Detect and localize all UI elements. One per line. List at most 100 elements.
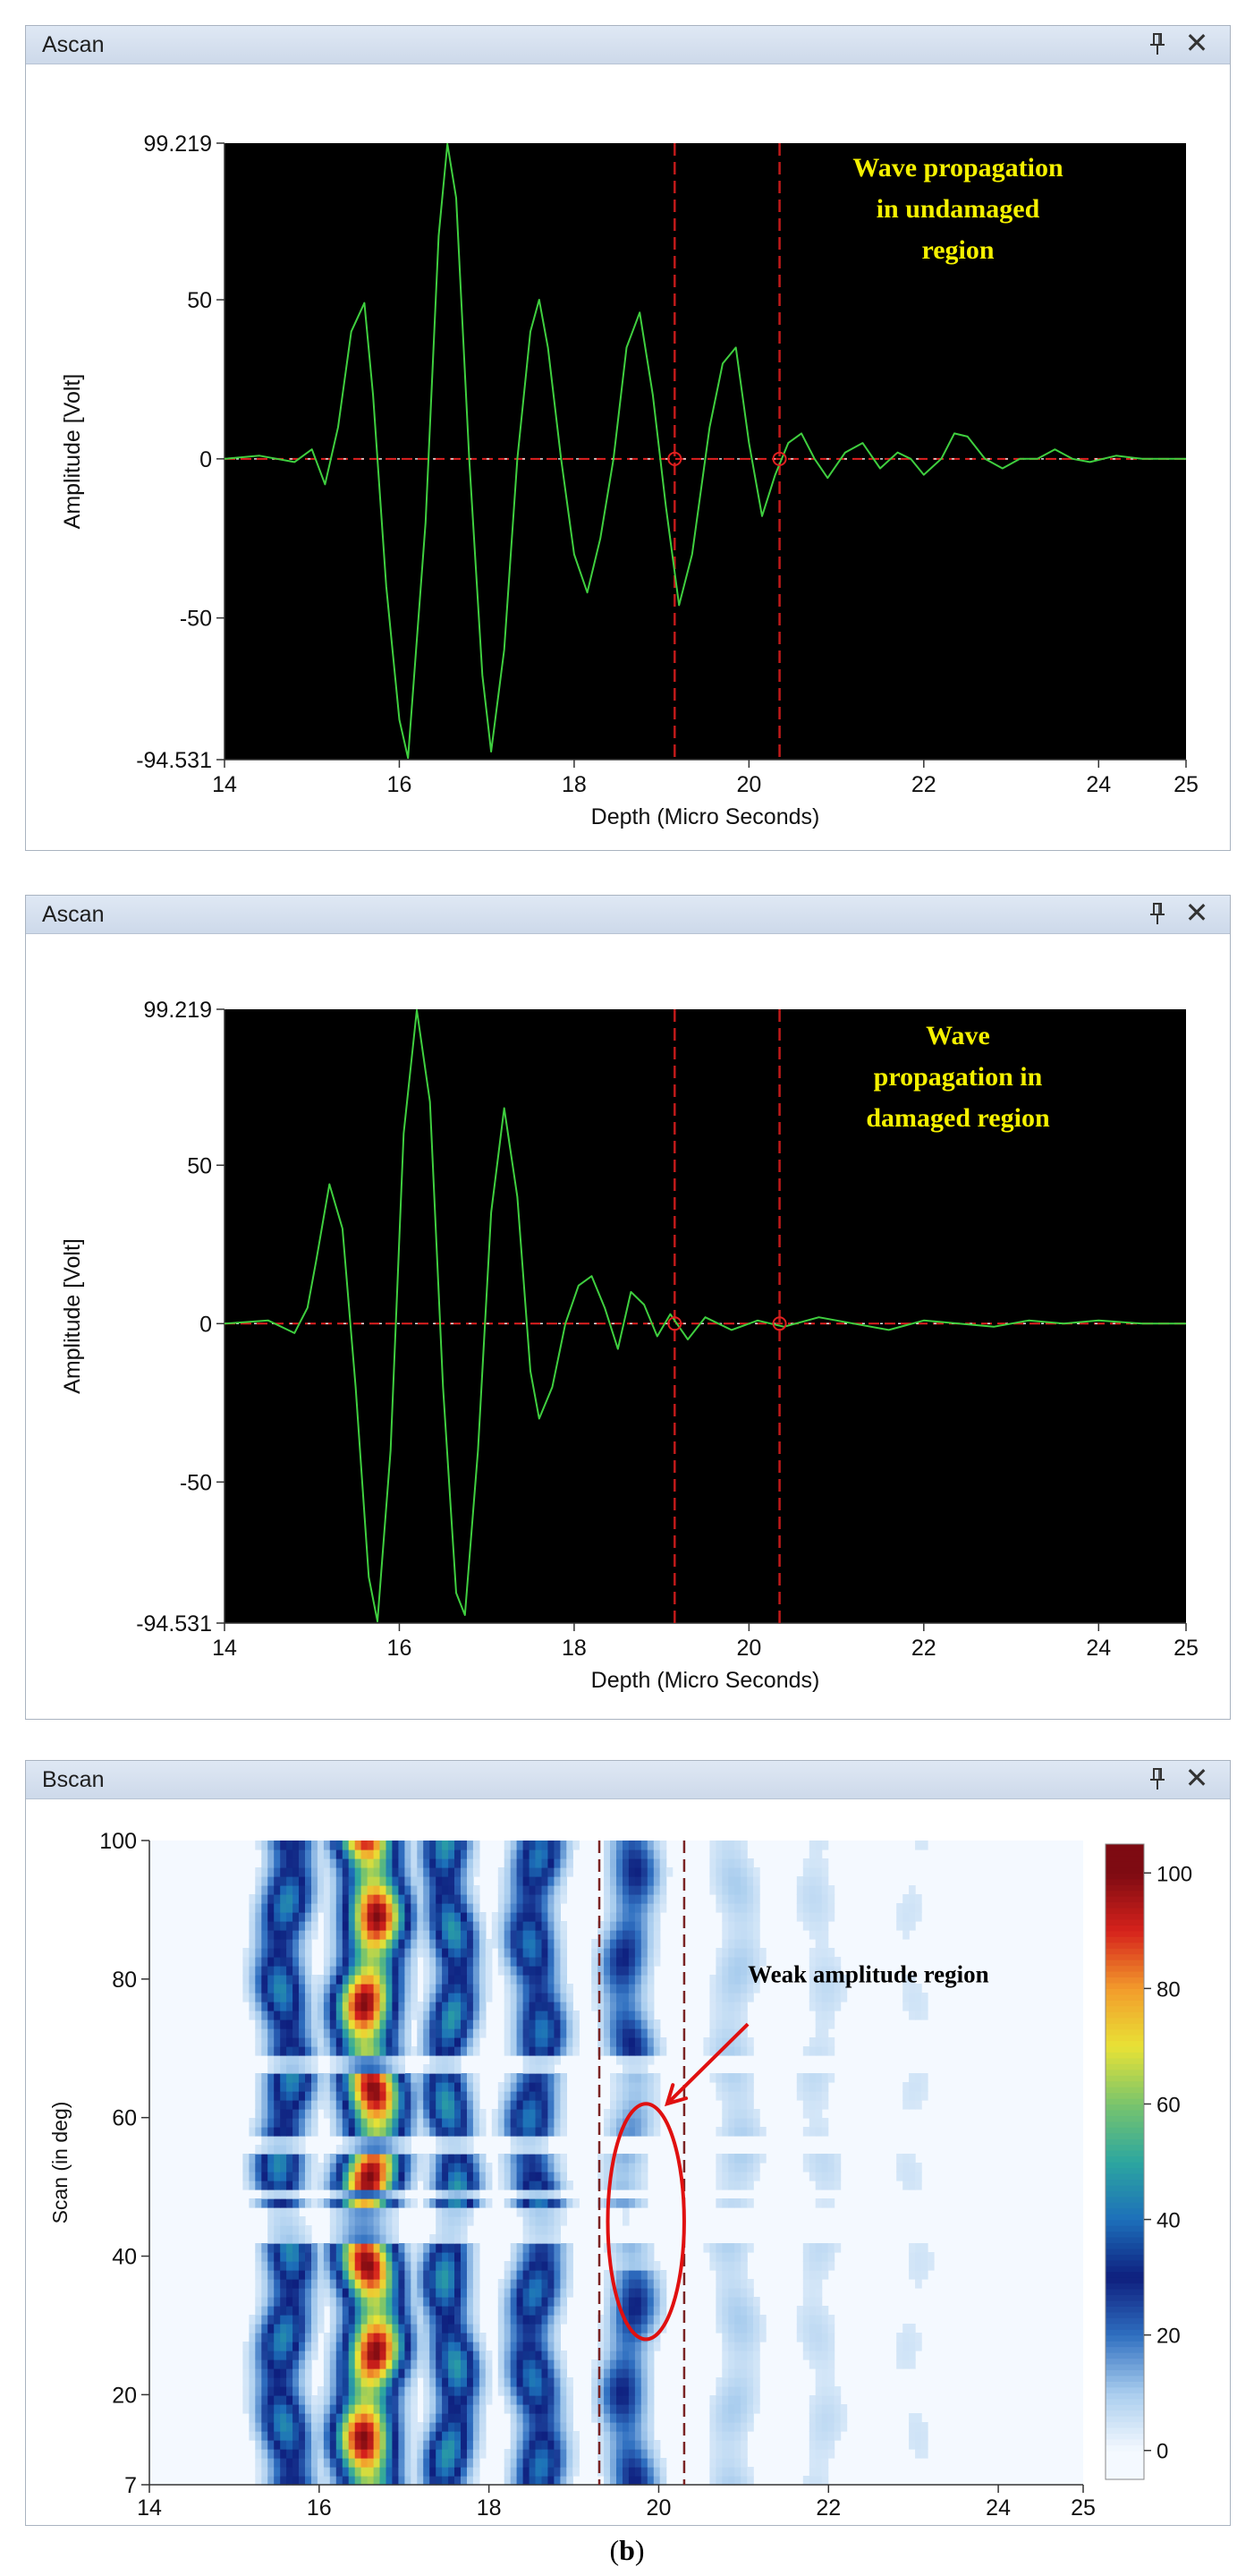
heatmap-cell (741, 2476, 748, 2486)
heatmap-cell (597, 2011, 605, 2020)
heatmap-cell (909, 2181, 916, 2190)
heatmap-cell (429, 2413, 436, 2423)
close-icon[interactable]: ✕ (1184, 1762, 1209, 1794)
colorbar-segment (1106, 1953, 1144, 1960)
heatmap-cell (604, 1849, 611, 1859)
heatmap-cell (354, 2440, 362, 2450)
panel-titlebar[interactable]: Bscan ✕ (26, 1761, 1230, 1799)
heatmap-cell (510, 2252, 518, 2262)
heatmap-cell (809, 2252, 817, 2262)
heatmap-cell (504, 1966, 512, 1976)
heatmap-cell (274, 2315, 281, 2325)
heatmap-cell (597, 2377, 605, 2387)
heatmap-cell (292, 2091, 300, 2101)
heatmap-cell (541, 2073, 549, 2083)
heatmap-cell (560, 2252, 567, 2262)
heatmap-cell (417, 1867, 424, 1877)
heatmap-cell (623, 1948, 630, 1958)
heatmap-cell (560, 2413, 567, 2423)
heatmap-cell (242, 2181, 250, 2190)
heatmap-cell (610, 1903, 617, 1913)
heatmap-cell (373, 2324, 381, 2334)
heatmap-cell (335, 2064, 343, 2074)
heatmap-cell (367, 2315, 375, 2325)
heatmap-cell (541, 2091, 549, 2101)
heatmap-cell (342, 2431, 350, 2441)
heatmap-cell (242, 1984, 250, 1994)
heatmap-cell (379, 2028, 387, 2038)
heatmap-cell (442, 1912, 449, 1922)
heatmap-cell (255, 2359, 262, 2369)
heatmap-cell (616, 2333, 623, 2342)
heatmap-cell (311, 2198, 318, 2208)
heatmap-cell (261, 1903, 268, 1913)
heatmap-cell (535, 2046, 543, 2056)
heatmap-cell (255, 2440, 262, 2450)
heatmap-cell (367, 2172, 375, 2181)
heatmap-cell (348, 2431, 356, 2441)
heatmap-cell (827, 1975, 835, 1985)
pin-icon[interactable] (1146, 900, 1169, 927)
heatmap-cell (448, 2359, 455, 2369)
heatmap-cell (472, 2127, 480, 2137)
heatmap-cell (709, 1876, 716, 1886)
heatmap-cell (535, 2467, 543, 2477)
heatmap-cell (634, 2440, 642, 2450)
heatmap-cell (628, 2270, 636, 2280)
heatmap-cell (436, 2261, 443, 2271)
heatmap-cell (554, 2476, 561, 2486)
heatmap-cell (436, 2189, 443, 2199)
heatmap-cell (623, 2467, 630, 2477)
heatmap-cell (659, 1849, 667, 1859)
panel-titlebar[interactable]: Ascan ✕ (26, 26, 1230, 64)
heatmap-cell (367, 1867, 375, 1877)
heatmap-cell (554, 1975, 561, 1985)
heatmap-cell (305, 2163, 312, 2172)
heatmap-cell (541, 2342, 549, 2351)
heatmap-cell (274, 2386, 281, 2396)
heatmap-cell (299, 1903, 306, 1913)
heatmap-cell (280, 2440, 287, 2450)
heatmap-cell (392, 2359, 399, 2369)
pin-icon[interactable] (1146, 30, 1169, 57)
panel-titlebar[interactable]: Ascan ✕ (26, 896, 1230, 934)
heatmap-cell (834, 2002, 842, 2011)
heatmap-cell (510, 2002, 518, 2011)
heatmap-cell (623, 2055, 630, 2065)
colorbar-segment (1106, 2236, 1144, 2243)
heatmap-cell (535, 2198, 543, 2208)
pin-icon[interactable] (1146, 1765, 1169, 1792)
heatmap-cell (392, 2404, 399, 2414)
heatmap-cell (467, 2270, 474, 2280)
heatmap-cell (647, 2279, 655, 2289)
heatmap-cell (392, 2019, 399, 2029)
heatmap-cell (628, 2440, 636, 2450)
heatmap-cell (261, 2181, 268, 2190)
heatmap-cell (640, 2288, 648, 2298)
heatmap-cell (504, 1849, 512, 1859)
heatmap-cell (373, 2082, 381, 2092)
heatmap-cell (547, 1975, 555, 1985)
heatmap-cell (741, 2315, 748, 2325)
heatmap-cell (436, 1957, 443, 1967)
heatmap-cell (354, 1975, 362, 1985)
heatmap-cell (747, 2422, 754, 2432)
heatmap-cell (840, 1984, 848, 1994)
heatmap-cell (305, 1975, 312, 1985)
heatmap-cell (541, 2440, 549, 2450)
heatmap-cell (535, 1894, 543, 1904)
heatmap-cell (809, 1993, 817, 2002)
heatmap-cell (255, 2127, 262, 2137)
heatmap-cell (454, 2377, 462, 2387)
heatmap-cell (267, 2386, 275, 2396)
heatmap-cell (442, 1849, 449, 1859)
close-icon[interactable]: ✕ (1184, 897, 1209, 929)
heatmap-cell (741, 2359, 748, 2369)
heatmap-cell (616, 2091, 623, 2101)
heatmap-cell (479, 1930, 487, 1940)
heatmap-cell (386, 2225, 394, 2235)
heatmap-cell (591, 1957, 598, 1967)
close-icon[interactable]: ✕ (1184, 27, 1209, 59)
heatmap-cell (454, 2198, 462, 2208)
heatmap-cell (728, 2404, 735, 2414)
